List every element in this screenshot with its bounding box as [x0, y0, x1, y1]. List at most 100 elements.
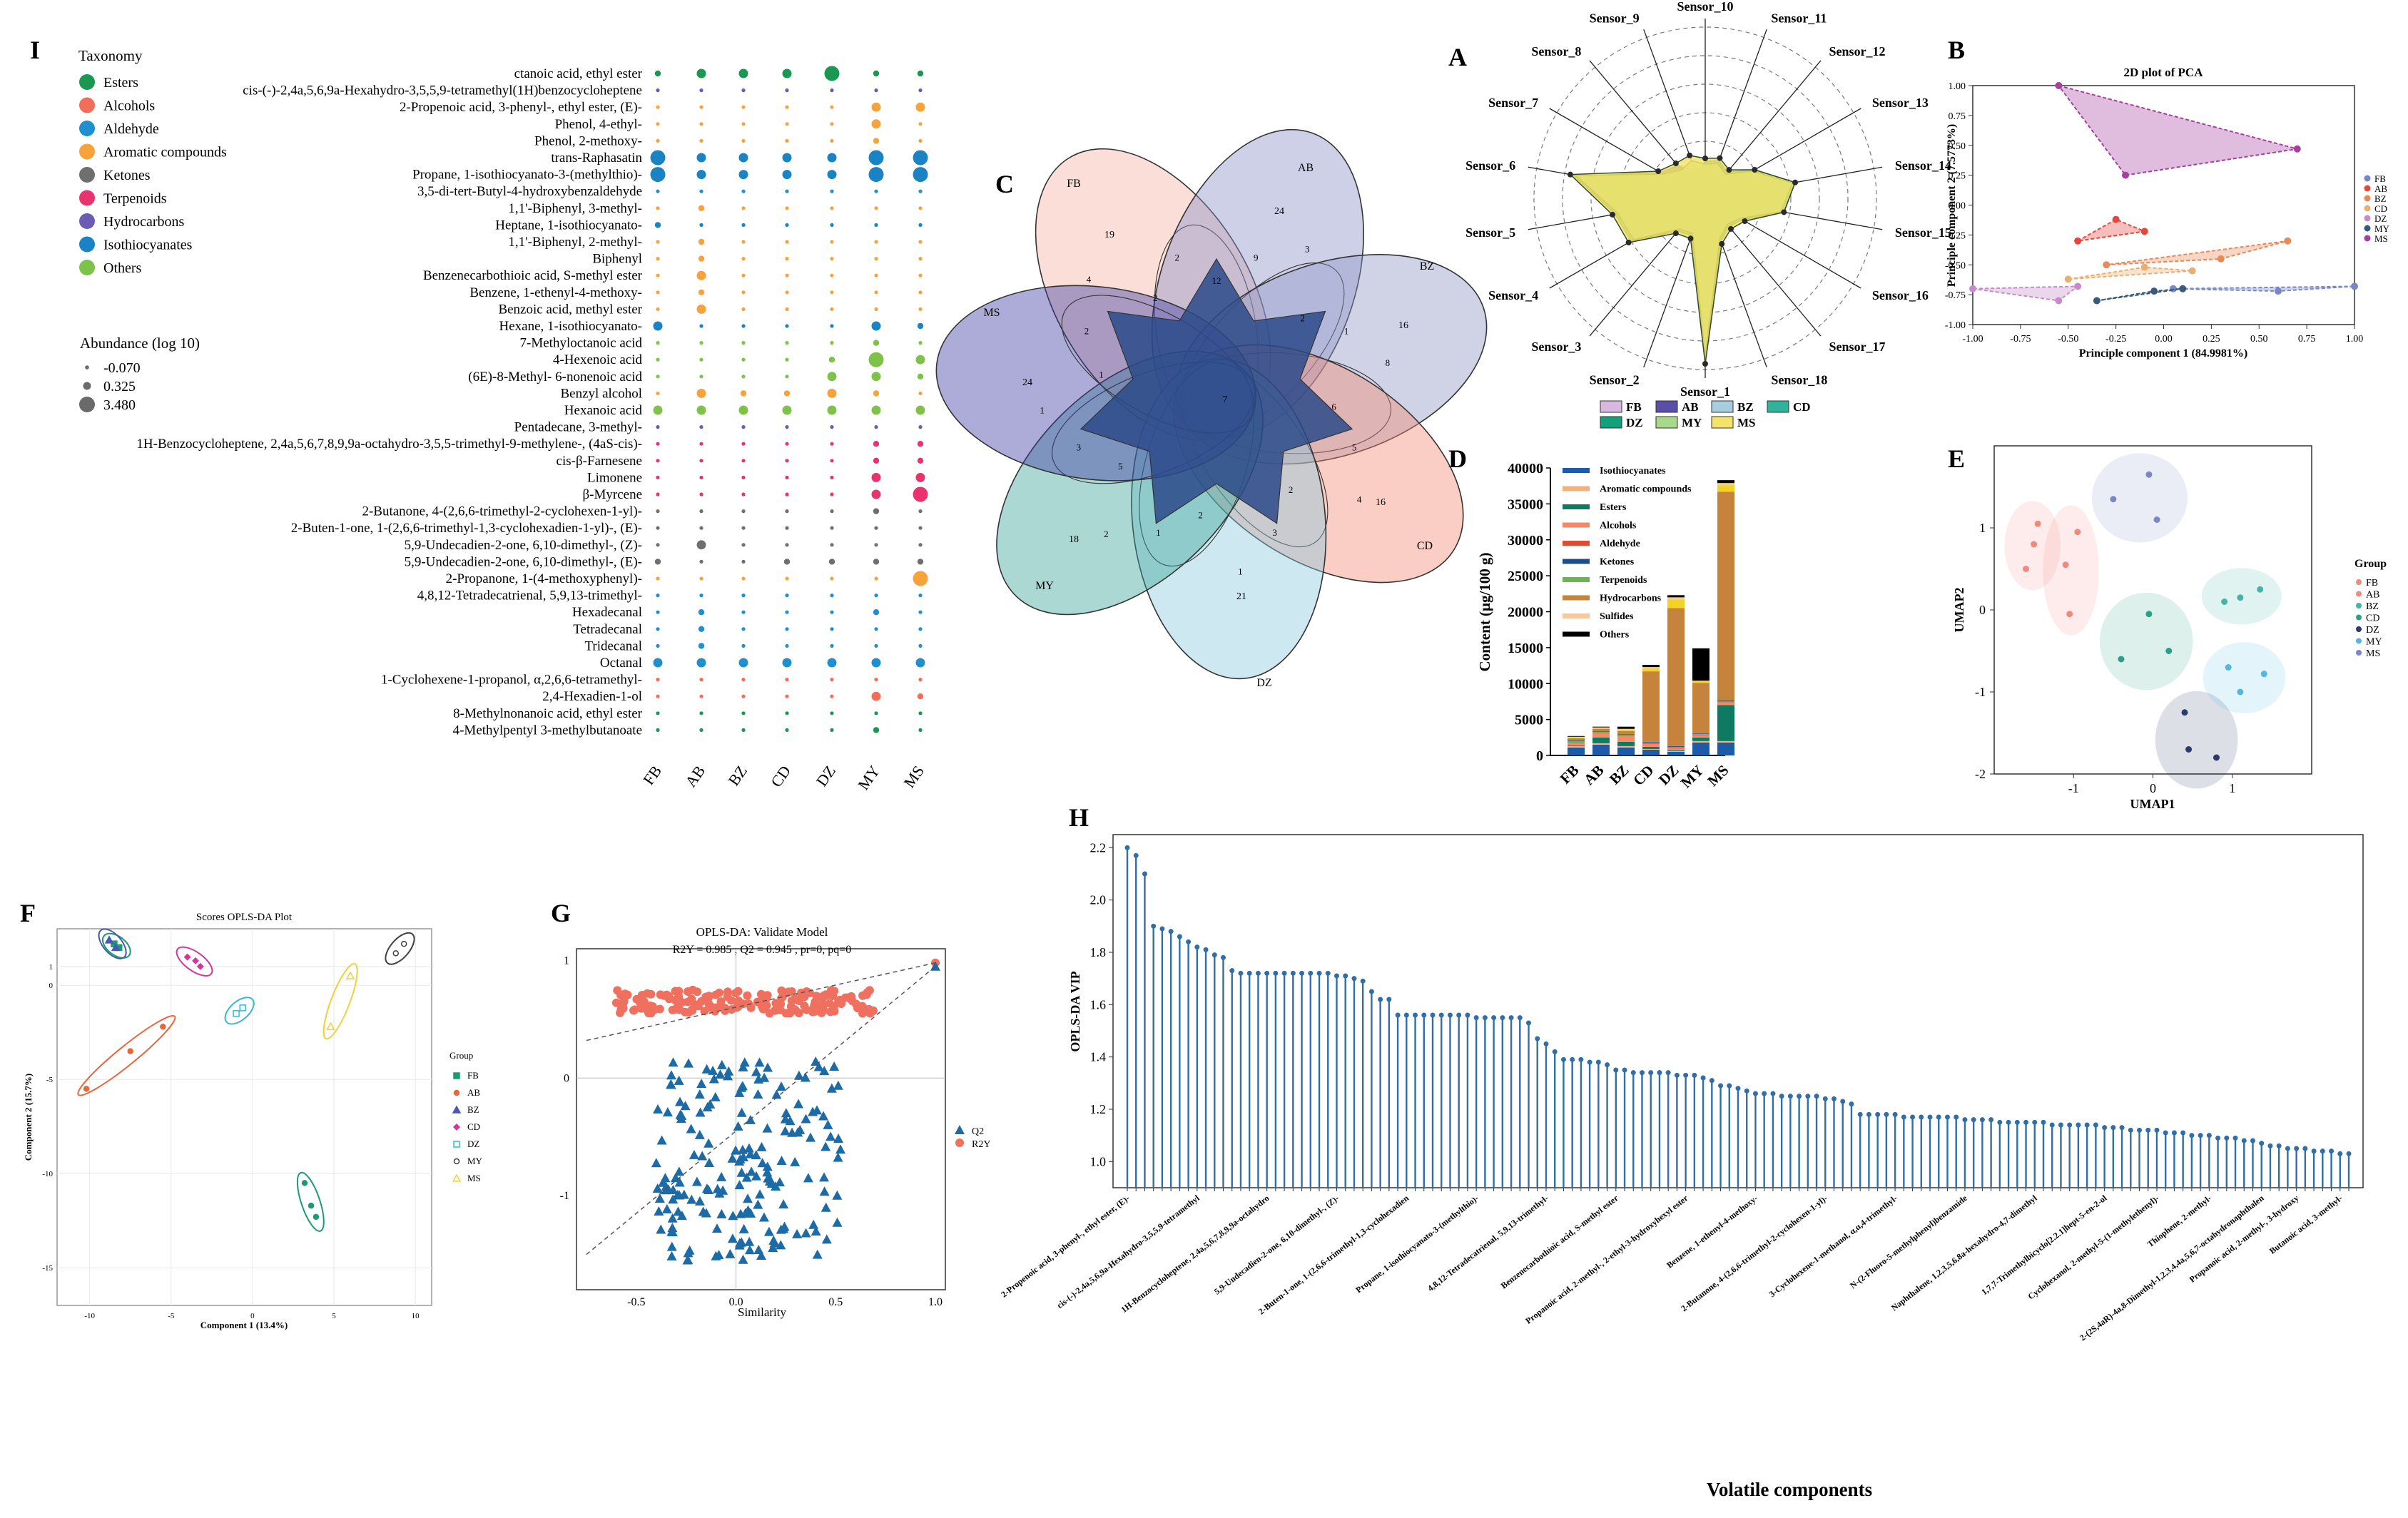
bubble-DZ — [830, 678, 834, 682]
y-tick-label: -1 — [1975, 685, 1986, 699]
q2-point — [806, 1132, 816, 1142]
bar-DZ-Esters — [1667, 750, 1685, 751]
bubble-MS — [913, 150, 928, 165]
r2y-point — [865, 986, 874, 995]
bubble-CD — [785, 223, 789, 227]
r2y-point — [648, 1002, 657, 1011]
compound-label: 4-Hexenoic acid — [553, 352, 643, 367]
bar-CD-Esters — [1642, 746, 1660, 749]
pca-hull-AB — [2077, 218, 2148, 242]
legend-swatch — [2364, 205, 2371, 212]
legend-label: CD — [467, 1121, 480, 1132]
radar-legend-label: FB — [1626, 400, 1642, 414]
bubble-FB — [650, 167, 666, 183]
vip-head — [1787, 1094, 1793, 1099]
vip-head — [2076, 1122, 2081, 1128]
bubble-FB — [656, 711, 660, 715]
legend-swatch — [1563, 595, 1590, 601]
umap-point-FB — [2023, 566, 2029, 572]
bar-BZ-Others — [1617, 726, 1635, 729]
bubble-FB — [656, 492, 660, 496]
q2-point — [704, 1157, 715, 1167]
bubble-BZ — [738, 170, 748, 180]
bubble-CD — [785, 240, 789, 244]
bubble-BZ — [741, 694, 746, 698]
compound-label: Pentadecane, 3-methyl- — [514, 420, 642, 435]
bar-DZ-Others — [1667, 595, 1685, 598]
legend-label: MS — [2374, 233, 2388, 244]
bubble-AB — [696, 153, 706, 163]
compound-label: 2-Butanone, 4-(2,6,6-trimethyl-2-cyclohe… — [362, 504, 642, 519]
bubble-DZ — [830, 711, 834, 715]
bubble-CD — [785, 341, 789, 345]
bubble-BZ — [741, 442, 746, 446]
bubble-DZ — [830, 475, 834, 480]
q2-point — [728, 1211, 738, 1221]
bubble-BZ — [741, 526, 746, 530]
q2-point — [751, 1066, 761, 1076]
bubble-MY — [871, 119, 881, 129]
q2-point — [757, 1158, 768, 1168]
venn-count: 5 — [1118, 461, 1123, 472]
bubble-DZ — [830, 526, 834, 530]
venn-set-label: BZ — [1420, 260, 1434, 272]
venn-count: 2 — [1289, 484, 1294, 495]
vip-head — [1840, 1099, 1846, 1104]
radar-point — [1672, 230, 1679, 237]
sensor-label: Sensor_16 — [1872, 288, 1929, 302]
q2-point — [812, 1249, 823, 1259]
bubble-BZ — [741, 138, 746, 143]
bubble-DZ — [827, 388, 837, 398]
bubble-MS — [918, 509, 923, 514]
bubble-AB — [696, 405, 706, 415]
compound-label: Benzyl alcohol — [561, 386, 643, 401]
bubble-DZ — [830, 543, 834, 547]
compound-label: ctanoic acid, ethyl ester — [514, 66, 643, 81]
r2y-point — [655, 1004, 664, 1014]
legend-swatch — [1563, 522, 1590, 528]
scores-point — [453, 1124, 460, 1131]
q2-point — [727, 1153, 738, 1163]
bubble-CD — [783, 559, 791, 565]
q2-point — [738, 1223, 749, 1233]
umap-cluster-AB — [2043, 505, 2099, 636]
r2y-point — [825, 999, 835, 1008]
compound-label: 1,1'-Biphenyl, 2-methyl- — [508, 235, 642, 250]
radar-legend-label: MY — [1682, 416, 1702, 429]
taxonomy-legend-swatch — [79, 143, 95, 160]
radar-point — [1792, 179, 1799, 185]
legend-swatch — [955, 1125, 965, 1134]
compound-label: Limonene — [587, 470, 642, 485]
venn-count: 6 — [1331, 401, 1336, 412]
legend-label: R2Y — [972, 1139, 990, 1150]
panel-letter-E: E — [1948, 444, 1965, 473]
bubble-CD — [782, 405, 792, 415]
q2-point — [723, 1066, 734, 1076]
bubble-DZ — [830, 728, 834, 732]
bubble-MS — [918, 257, 923, 261]
y-axis-label: OPLS-DA VIP — [1068, 971, 1082, 1051]
y-tick-label: 1.8 — [1090, 945, 1107, 959]
bubble-MY — [873, 340, 880, 346]
bubble-CD — [785, 643, 789, 648]
vip-head — [1832, 1096, 1837, 1101]
venn-count: 1 — [1344, 326, 1349, 337]
bubble-BZ — [741, 375, 746, 379]
q2-point — [821, 1234, 832, 1244]
x-tick-label: -1 — [2068, 781, 2079, 795]
q2-point — [736, 1107, 747, 1117]
legend-swatch — [2364, 215, 2371, 222]
bubble-FB — [656, 694, 660, 698]
y-tick-label: 0.00 — [1949, 201, 1966, 212]
radar-legend-swatch — [1711, 400, 1734, 413]
panel-letter-F: F — [20, 899, 36, 927]
bubble-CD — [785, 375, 789, 379]
bar-MS-Aldehyde — [1717, 701, 1734, 703]
x-tick-label: 0 — [250, 1312, 255, 1320]
size-legend-circle — [83, 382, 91, 390]
vip-head — [2189, 1133, 2195, 1138]
vip-head — [1142, 871, 1147, 877]
bubble-CD — [785, 290, 789, 295]
scores-point — [326, 1022, 335, 1031]
scores-point — [233, 1010, 240, 1017]
